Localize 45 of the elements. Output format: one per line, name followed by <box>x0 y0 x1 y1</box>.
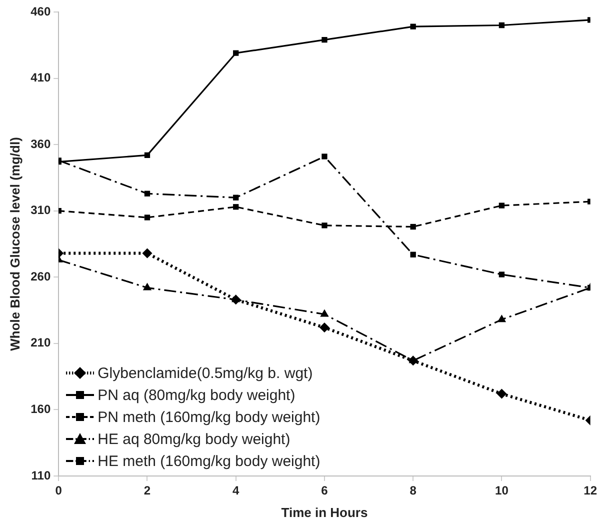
y-tick-label: 310 <box>30 203 51 218</box>
x-tick-label: 4 <box>232 484 240 498</box>
point <box>496 388 507 399</box>
legend-label: PN aq (80mg/kg body weight) <box>98 386 296 404</box>
point <box>233 50 239 56</box>
point <box>497 314 506 322</box>
legend-label: Glybenclamide(0.5mg/kg b. wgt) <box>98 364 313 382</box>
point <box>144 214 150 220</box>
point <box>498 22 505 28</box>
point <box>233 204 239 210</box>
point <box>410 224 416 230</box>
point <box>144 152 150 158</box>
x-tick-label: 10 <box>495 484 509 498</box>
legend-label: HE meth (160mg/kg body weight) <box>98 452 320 470</box>
point <box>322 222 328 228</box>
point <box>410 252 416 258</box>
y-tick-label: 260 <box>30 269 51 284</box>
point <box>230 294 241 305</box>
x-axis-title: Time in Hours <box>281 504 368 520</box>
x-tick-label: 12 <box>584 484 598 498</box>
point <box>319 322 330 333</box>
y-tick-label: 160 <box>30 402 51 416</box>
point <box>498 202 505 208</box>
point <box>322 154 328 160</box>
y-tick-label: 210 <box>30 336 51 350</box>
point <box>408 356 418 366</box>
y-tick-label: 460 <box>30 4 51 18</box>
point <box>233 194 239 200</box>
point <box>410 24 416 30</box>
y-axis-title: Whole Blood Glucose level (mg/dl) <box>7 137 22 351</box>
point <box>144 190 150 196</box>
legend-label: HE aq 80mg/kg body weight) <box>98 430 290 448</box>
point <box>320 309 329 317</box>
point <box>142 248 152 258</box>
point <box>142 282 152 290</box>
point <box>498 272 505 278</box>
y-tick-label: 110 <box>31 468 51 482</box>
y-tick-label: 410 <box>30 70 51 85</box>
x-tick-label: 6 <box>321 484 328 498</box>
point <box>322 37 328 43</box>
x-tick-label: 0 <box>55 484 62 498</box>
x-tick-label: 2 <box>144 484 151 498</box>
x-tick-label: 8 <box>410 484 417 498</box>
y-tick-label: 360 <box>30 136 51 151</box>
legend-label: PN meth (160mg/kg body weight) <box>98 408 320 426</box>
